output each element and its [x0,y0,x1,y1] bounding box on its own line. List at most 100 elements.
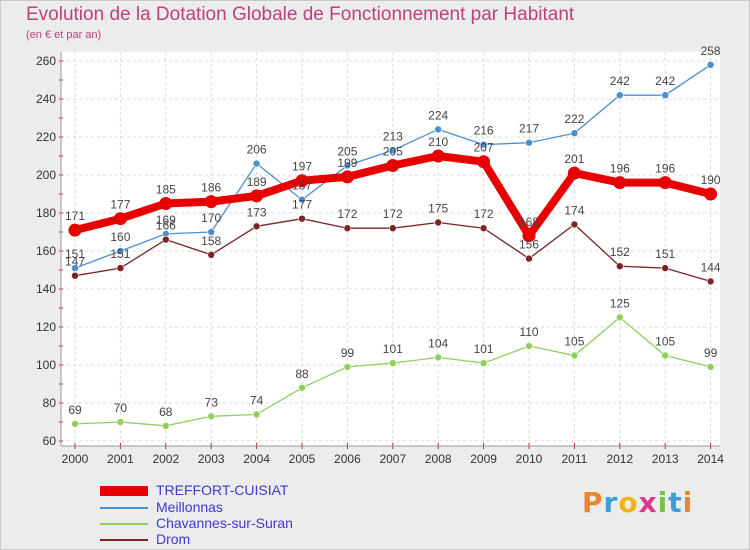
data-label: 158 [201,234,221,248]
x-tick-label: 2010 [516,452,543,466]
data-point [706,61,715,69]
data-point [343,224,352,232]
legend-swatch [100,523,148,525]
y-tick-label: 80 [43,396,57,410]
data-label: 156 [519,238,539,252]
data-label: 171 [65,209,85,223]
series-treffort-cuisiat [68,149,718,243]
data-label: 205 [337,145,357,159]
data-point [570,351,579,360]
x-tick-label: 2001 [107,452,134,466]
y-tick-label: 200 [36,168,56,182]
data-label: 147 [65,255,85,269]
series-chavannes-sur-suran [71,313,715,430]
data-point [479,224,488,232]
data-label: 125 [610,297,630,311]
data-point [204,195,218,209]
data-label: 177 [292,198,312,212]
brand-letter: x [638,486,658,519]
data-label: 169 [156,213,176,227]
data-label: 196 [655,162,675,176]
brand-letter: i [657,486,669,519]
data-label: 70 [114,401,128,415]
data-point [159,197,173,210]
data-label: 104 [428,336,448,350]
x-tick-label: 2006 [334,452,361,466]
data-label: 224 [428,108,448,122]
data-label: 185 [156,183,176,197]
data-label: 172 [474,207,494,221]
data-point [431,149,445,163]
data-point [525,254,533,263]
y-tick-label: 120 [36,320,56,334]
x-tick-label: 2005 [289,452,316,466]
data-label: 151 [65,247,85,261]
x-tick-label: 2012 [606,452,633,466]
data-point [661,91,670,99]
data-label: 105 [564,335,584,349]
data-label: 175 [428,202,448,216]
legend-swatch [100,539,148,541]
series-meillonnas [71,61,715,272]
data-label: 210 [428,135,448,149]
data-point [706,277,715,286]
x-tick-label: 2003 [198,452,225,466]
data-point [434,125,443,134]
data-label: 166 [156,219,176,233]
data-label: 101 [383,342,403,356]
legend-label: Meillonnas [156,499,223,515]
x-tick-label: 2011 [561,452,587,466]
data-point [613,176,627,190]
data-point [658,176,672,190]
series-drom [71,214,715,286]
data-point [661,264,670,272]
data-point [525,342,533,350]
data-label: 105 [655,335,675,349]
data-label: 199 [337,156,357,170]
legend-label: Drom [156,531,191,547]
data-point [207,412,215,421]
data-point [570,129,579,137]
x-tick-label: 2000 [62,452,89,466]
data-label: 168 [519,215,539,229]
data-point [615,313,624,322]
data-label: 258 [701,44,721,58]
data-point [116,418,125,426]
brand-letter: P [582,486,604,519]
data-point [71,264,79,272]
brand-letter: t [668,486,683,519]
data-label: 172 [337,207,357,221]
chart-subtitle: (en € et par an) [26,29,102,41]
data-point [615,262,624,271]
x-tick-label: 2004 [243,452,270,466]
data-label: 99 [341,346,355,360]
x-tick-label: 2013 [652,452,679,466]
legend-label: Chavannes-sur-Suran [156,515,293,531]
x-tick-label: 2007 [379,452,406,466]
plot-area [61,52,720,446]
data-point [477,155,491,169]
y-tick-label: 180 [36,206,56,220]
data-label: 160 [110,230,130,244]
data-point [615,91,624,99]
data-point [250,189,264,203]
brand-letter: i [682,486,694,519]
data-label: 222 [564,112,584,126]
data-label: 201 [564,152,584,166]
data-point [207,251,215,259]
y-tick-label: 160 [36,244,56,258]
data-label: 174 [564,203,584,217]
y-tick-label: 100 [36,358,56,372]
data-label: 144 [701,260,721,274]
legend-swatch [100,486,148,496]
data-point [298,195,306,204]
data-point [295,174,309,188]
data-label: 217 [519,122,539,136]
data-point [434,353,443,362]
data-point [162,235,170,244]
data-label: 110 [519,325,538,339]
data-point [388,359,397,367]
data-label: 186 [201,181,221,195]
data-point [113,212,127,226]
